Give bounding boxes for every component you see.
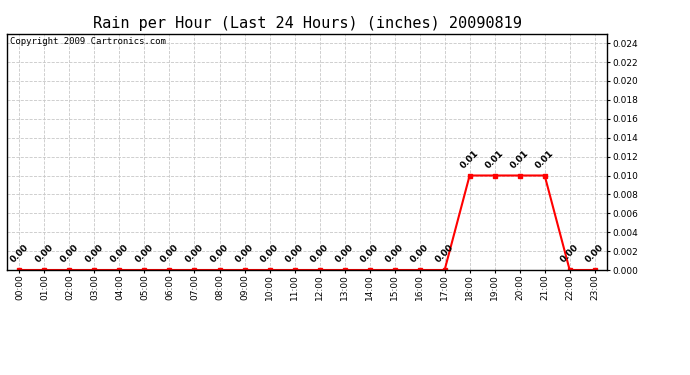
Text: 0.00: 0.00 — [8, 243, 30, 264]
Text: 0.00: 0.00 — [584, 243, 606, 264]
Text: 0.00: 0.00 — [434, 243, 455, 264]
Text: 0.00: 0.00 — [108, 243, 130, 264]
Text: 0.00: 0.00 — [234, 243, 255, 264]
Text: 0.00: 0.00 — [334, 243, 355, 264]
Text: 0.00: 0.00 — [408, 243, 431, 264]
Text: 0.01: 0.01 — [534, 148, 555, 170]
Text: 0.00: 0.00 — [134, 243, 155, 264]
Text: 0.01: 0.01 — [509, 148, 531, 170]
Text: 0.00: 0.00 — [284, 243, 306, 264]
Text: 0.00: 0.00 — [59, 243, 80, 264]
Text: 0.00: 0.00 — [384, 243, 406, 264]
Text: 0.00: 0.00 — [34, 243, 55, 264]
Text: 0.00: 0.00 — [259, 243, 280, 264]
Text: Copyright 2009 Cartronics.com: Copyright 2009 Cartronics.com — [10, 37, 166, 46]
Text: 0.01: 0.01 — [484, 148, 506, 170]
Text: 0.00: 0.00 — [159, 243, 180, 264]
Text: 0.00: 0.00 — [359, 243, 380, 264]
Title: Rain per Hour (Last 24 Hours) (inches) 20090819: Rain per Hour (Last 24 Hours) (inches) 2… — [92, 16, 522, 31]
Text: 0.00: 0.00 — [308, 243, 331, 264]
Text: 0.00: 0.00 — [559, 243, 580, 264]
Text: 0.00: 0.00 — [208, 243, 230, 264]
Text: 0.00: 0.00 — [83, 243, 106, 264]
Text: 0.00: 0.00 — [184, 243, 206, 264]
Text: 0.01: 0.01 — [459, 148, 480, 170]
